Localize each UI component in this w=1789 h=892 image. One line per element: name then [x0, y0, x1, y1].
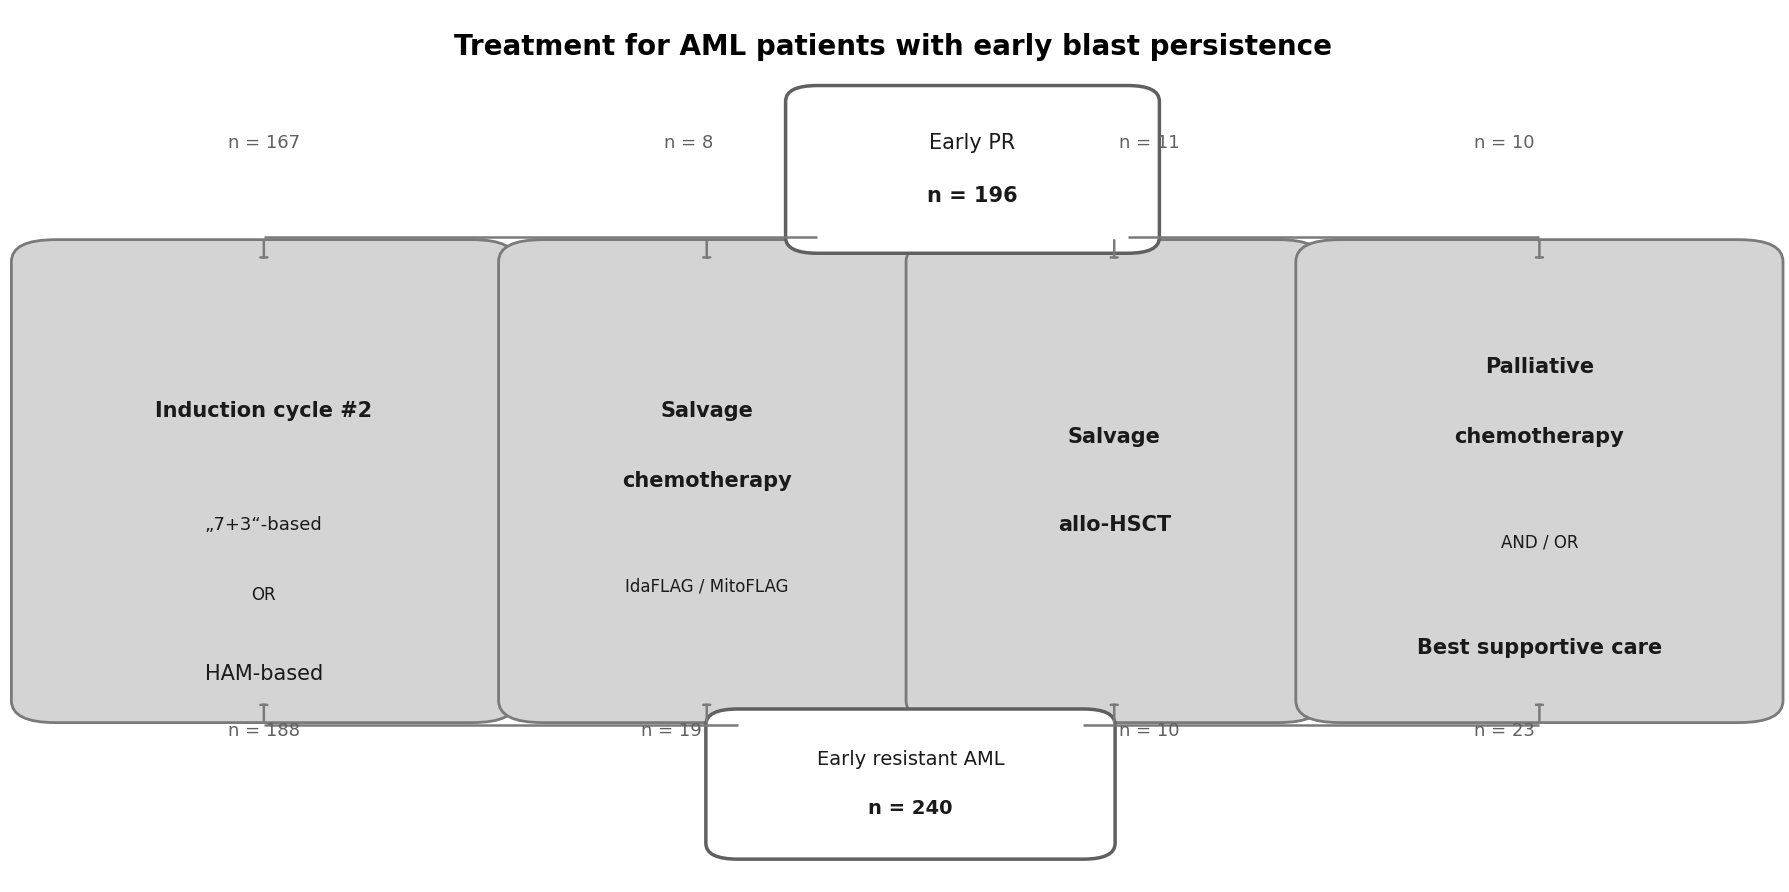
Text: HAM-based: HAM-based: [204, 665, 324, 684]
FancyBboxPatch shape: [905, 240, 1322, 723]
Text: Salvage: Salvage: [1068, 427, 1161, 447]
Text: n = 240: n = 240: [868, 799, 954, 818]
Text: Best supportive care: Best supportive care: [1417, 638, 1662, 658]
Text: IdaFLAG / MitoFLAG: IdaFLAG / MitoFLAG: [624, 577, 789, 596]
Text: Induction cycle #2: Induction cycle #2: [156, 401, 372, 421]
Text: n = 167: n = 167: [227, 134, 301, 152]
Text: chemotherapy: chemotherapy: [623, 471, 791, 491]
Text: allo-HSCT: allo-HSCT: [1057, 515, 1170, 535]
Text: AND / OR: AND / OR: [1501, 533, 1578, 551]
FancyBboxPatch shape: [785, 86, 1159, 253]
Text: n = 23: n = 23: [1474, 723, 1535, 740]
Text: Treatment for AML patients with early blast persistence: Treatment for AML patients with early bl…: [454, 33, 1331, 62]
Text: n = 8: n = 8: [664, 134, 714, 152]
FancyBboxPatch shape: [11, 240, 517, 723]
FancyBboxPatch shape: [707, 709, 1115, 859]
Text: „7+3“-based: „7+3“-based: [206, 516, 322, 534]
FancyBboxPatch shape: [1295, 240, 1784, 723]
Text: n = 196: n = 196: [927, 186, 1018, 206]
Text: n = 19: n = 19: [640, 723, 701, 740]
Text: Early resistant AML: Early resistant AML: [816, 750, 1004, 769]
Text: OR: OR: [252, 586, 276, 604]
Text: n = 10: n = 10: [1120, 723, 1181, 740]
Text: n = 11: n = 11: [1120, 134, 1181, 152]
Text: chemotherapy: chemotherapy: [1454, 427, 1624, 447]
FancyBboxPatch shape: [499, 240, 914, 723]
Text: n = 10: n = 10: [1474, 134, 1535, 152]
Text: Early PR: Early PR: [928, 133, 1016, 153]
Text: n = 188: n = 188: [227, 723, 301, 740]
Text: Palliative: Palliative: [1485, 357, 1594, 377]
Text: Salvage: Salvage: [660, 401, 753, 421]
